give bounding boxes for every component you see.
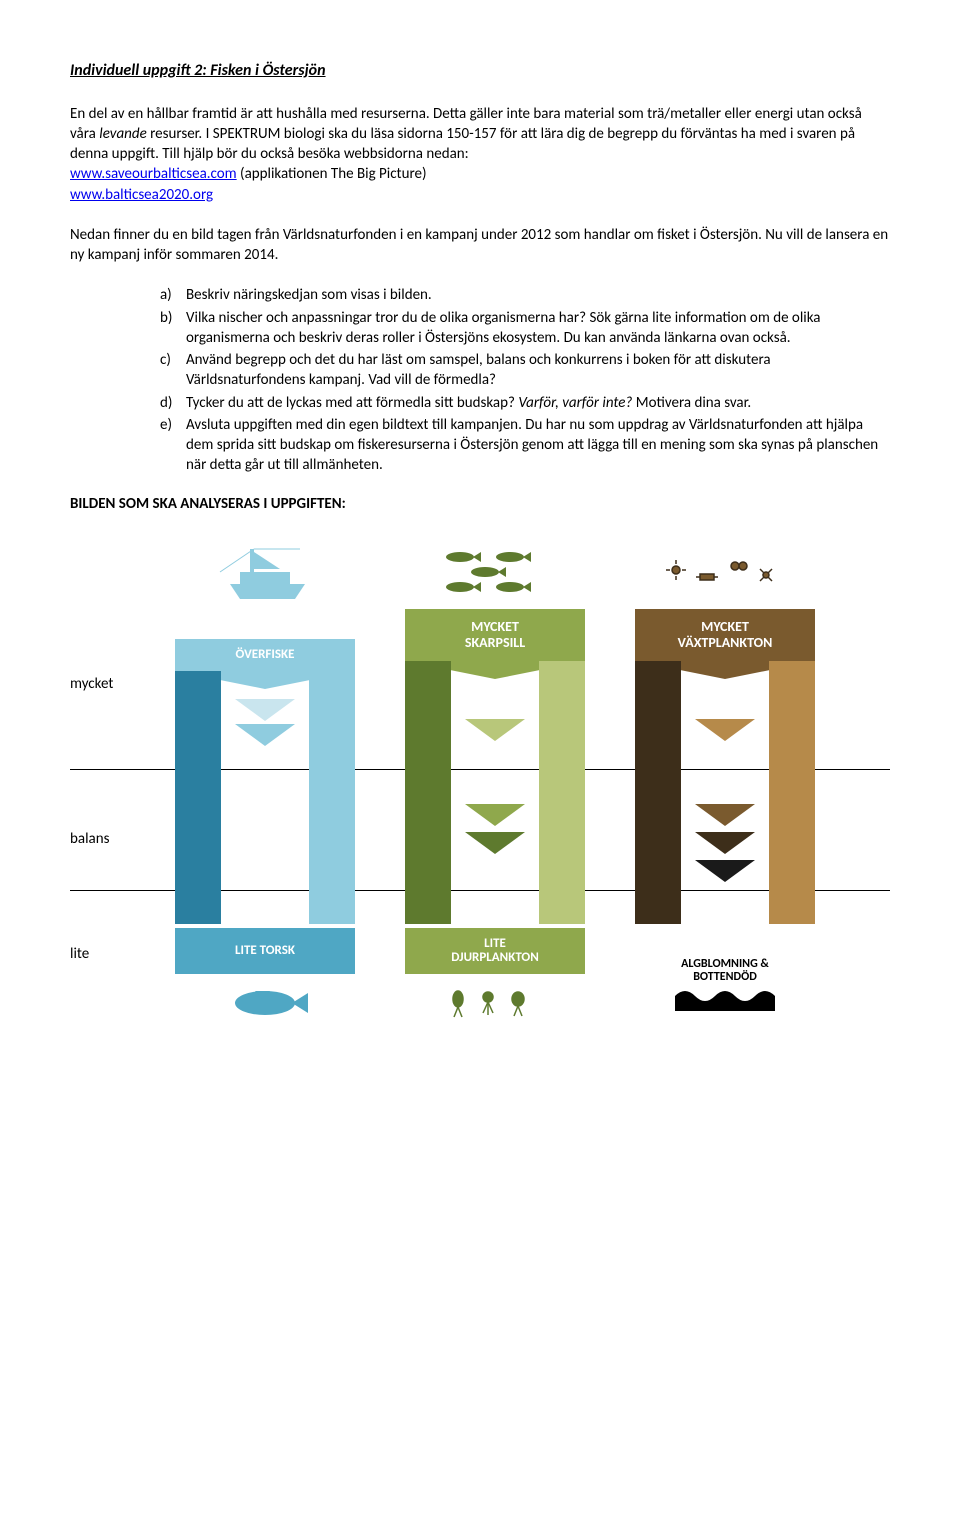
q-label: b) — [160, 308, 186, 349]
scale-label: balans — [70, 829, 109, 849]
fish-icon — [220, 981, 310, 1021]
bottom-label: LITE TORSK — [175, 928, 355, 974]
q-text: Tycker du att de lyckas med att förmedla… — [186, 393, 890, 413]
q-emph: Varför, varför inte? — [515, 394, 632, 412]
q-text: Beskriv näringskedjan som visas i bilden… — [186, 285, 890, 305]
link1-after: (applikationen The Big Picture) — [237, 165, 427, 183]
top-icon — [175, 544, 355, 604]
infographic-column-c2: MYCKETSKARPSILL LITEDJURPLANKTON — [405, 544, 585, 1014]
question-list: a) Beskriv näringskedjan som visas i bil… — [70, 285, 890, 475]
q-text: Använd begrepp och det du har läst om sa… — [186, 350, 890, 391]
chevron-down-icon — [695, 804, 755, 826]
bottom-icon — [405, 979, 585, 1024]
q-label: d) — [160, 393, 186, 413]
zooplankton-icon — [440, 981, 550, 1021]
question-a: a) Beskriv näringskedjan som visas i bil… — [160, 285, 890, 305]
q-label: e) — [160, 415, 186, 476]
question-b: b) Vilka nischer och anpassningar tror d… — [160, 308, 890, 349]
bottom-label: LITEDJURPLANKTON — [405, 928, 585, 974]
image-section-heading: BILDEN SOM SKA ANALYSERAS I UPPGIFTEN: — [70, 494, 890, 514]
q-label: a) — [160, 285, 186, 305]
bottom-icon — [175, 979, 355, 1024]
question-e: e) Avsluta uppgiften med din egen bildte… — [160, 415, 890, 476]
phytoplankton-icon — [660, 549, 790, 599]
scale-label: lite — [70, 944, 89, 964]
question-d: d) Tycker du att de lyckas med att förme… — [160, 393, 890, 413]
chevron-down-icon — [465, 804, 525, 826]
assignment-title: Individuell uppgift 2: Fisken i Östersjö… — [70, 60, 890, 82]
flow-bands — [405, 661, 585, 924]
scale-label: mycket — [70, 674, 113, 694]
infographic: mycket balans lite ÖVERFISKE LITE TORSK MYCK… — [70, 544, 890, 1014]
boat-icon — [210, 544, 320, 604]
link-saveourbalticsea[interactable]: www.saveourbalticsea.com — [70, 165, 237, 183]
seabed-icon — [670, 981, 780, 1021]
intro-emph: levande — [99, 125, 147, 143]
lead-paragraph: Nedan finner du en bild tagen från Värld… — [70, 225, 890, 266]
chevron-down-icon — [465, 832, 525, 854]
infographic-column-c1: ÖVERFISKE LITE TORSK — [175, 544, 355, 1014]
intro-text-2: resurser. I SPEKTRUM biologi ska du läsa… — [70, 125, 855, 163]
chevron-down-icon — [695, 719, 755, 741]
chevron-down-icon — [235, 724, 295, 746]
top-label: ÖVERFISKE — [175, 639, 355, 671]
q-label: c) — [160, 350, 186, 391]
chevron-down-icon — [695, 860, 755, 882]
intro-paragraph: En del av en hållbar framtid är att hush… — [70, 104, 890, 205]
chevron-down-icon — [235, 699, 295, 721]
top-label: MYCKETVÄXTPLANKTON — [635, 609, 815, 661]
smallfish-icon — [435, 546, 555, 601]
q-text: Vilka nischer och anpassningar tror du d… — [186, 308, 890, 349]
bottom-icon — [635, 979, 815, 1024]
link-balticsea2020[interactable]: www.balticsea2020.org — [70, 186, 213, 204]
chevron-down-icon — [465, 719, 525, 741]
top-icon — [405, 544, 585, 604]
infographic-column-c3: MYCKETVÄXTPLANKTONALGBLOMNING &BOTTENDÖD — [635, 544, 815, 1014]
top-icon — [635, 544, 815, 604]
q-text: Avsluta uppgiften med din egen bildtext … — [186, 415, 890, 476]
top-label: MYCKETSKARPSILL — [405, 609, 585, 661]
flow-bands — [635, 661, 815, 924]
question-c: c) Använd begrepp och det du har läst om… — [160, 350, 890, 391]
chevron-down-icon — [695, 832, 755, 854]
